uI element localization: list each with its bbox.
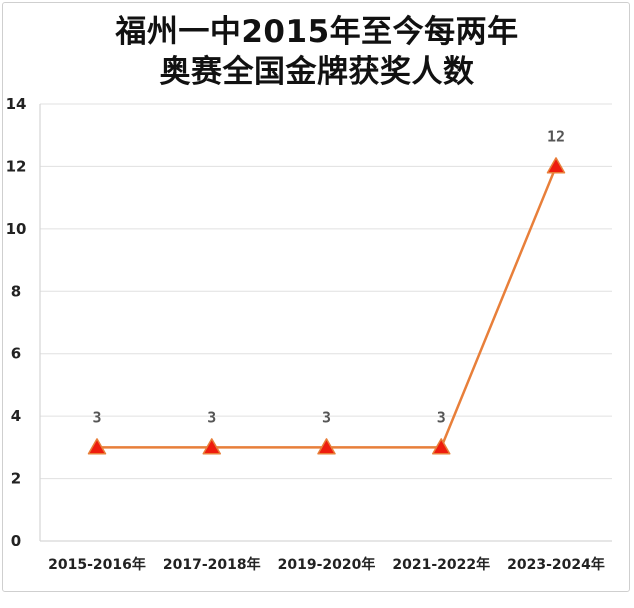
data-point-marker xyxy=(317,438,336,455)
chart-title-line-1: 福州一中2015年至今每两年 xyxy=(115,14,519,50)
x-axis-tick-labels: 2015-2016年 2017-2018年 2019-2020年 2021-2022年… xyxy=(48,556,605,573)
data-label: 12 xyxy=(547,127,565,145)
x-tick-label: 2015-2016年 xyxy=(48,556,146,573)
y-tick-label: 0 xyxy=(11,532,21,550)
data-label: 3 xyxy=(207,408,216,426)
y-tick-label: 6 xyxy=(11,345,21,363)
x-tick-label: 2019-2020年 xyxy=(278,556,376,573)
y-tick-label: 4 xyxy=(11,407,21,425)
data-label: 3 xyxy=(437,408,446,426)
y-tick-label: 12 xyxy=(6,157,27,175)
chart-frame xyxy=(2,2,630,592)
data-label: 3 xyxy=(322,408,331,426)
axes xyxy=(39,104,612,542)
chart-title-line-2: 奥赛全国金牌获奖人数 xyxy=(159,54,475,90)
y-axis-tick-labels: 0 2 4 6 8 10 12 14 xyxy=(6,95,27,550)
y-tick-label: 14 xyxy=(6,95,27,113)
series-markers xyxy=(87,157,566,455)
data-point-marker xyxy=(432,438,451,455)
data-label: 3 xyxy=(92,408,101,426)
y-tick-label: 8 xyxy=(11,282,21,300)
data-labels: 3 3 3 3 12 xyxy=(92,127,565,426)
x-tick-label: 2017-2018年 xyxy=(163,556,261,573)
y-tick-label: 2 xyxy=(11,470,21,488)
series-line-path xyxy=(97,165,558,449)
gridlines xyxy=(40,103,612,480)
y-tick-label: 10 xyxy=(6,220,27,238)
data-point-marker xyxy=(202,438,221,455)
x-tick-label: 2023-2024年 xyxy=(507,556,605,573)
data-point-marker xyxy=(87,438,107,455)
x-tick-label: 2021-2022年 xyxy=(392,556,490,573)
data-point-marker xyxy=(546,157,566,174)
series-line xyxy=(97,165,558,449)
